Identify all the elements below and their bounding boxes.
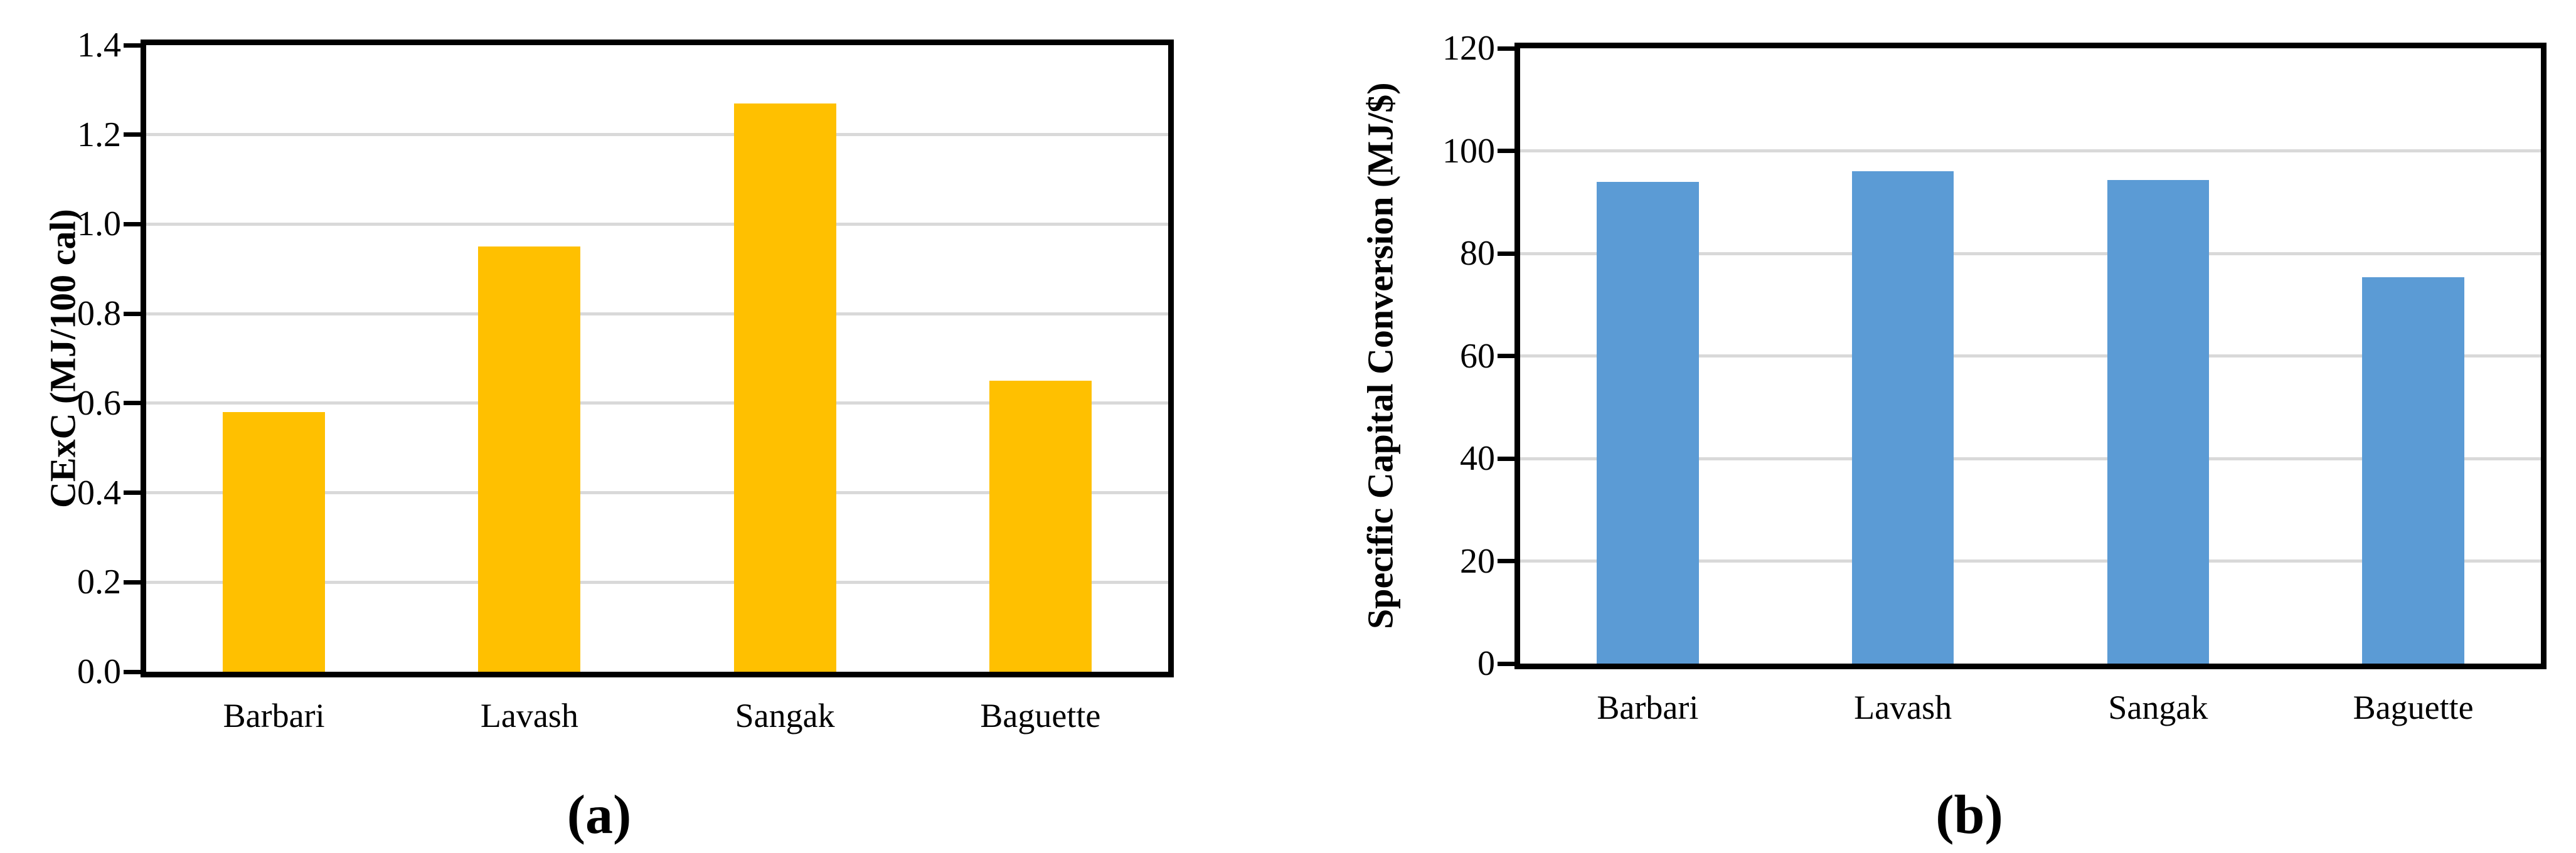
- gridline-0.8: [146, 312, 1168, 315]
- chart-a-caption: (a): [567, 785, 632, 845]
- y-tick-label-100: 100: [1442, 131, 1495, 171]
- chart-a-plot-area: 0.0 0.2 0.4 0.6 0.8 1.0 1.2 1.4 Barbari Lavash San…: [77, 26, 1174, 734]
- x-category-label-sangak: Sangak: [735, 697, 835, 734]
- y-axis-tick-1.0: [124, 221, 141, 226]
- y-axis-tick-0: [1498, 661, 1514, 666]
- gridline-0.4: [146, 491, 1168, 495]
- y-axis-tick-0.0: [124, 669, 141, 674]
- y-tick-label-0.2: 0.2: [77, 563, 121, 602]
- gridline-0.6: [146, 401, 1168, 405]
- y-axis-tick-0.8: [124, 311, 141, 316]
- y-axis-tick-0.6: [124, 401, 141, 406]
- gridline-20: [1520, 559, 2541, 563]
- y-axis-tick-20: [1498, 559, 1514, 563]
- gridline-0.2: [146, 580, 1168, 584]
- y-tick-label-0.0: 0.0: [77, 652, 121, 691]
- y-axis-tick-120: [1498, 46, 1514, 51]
- y-tick-label-0.6: 0.6: [77, 383, 121, 423]
- y-tick-label-80: 80: [1460, 234, 1495, 273]
- y-axis-tick-1.2: [124, 132, 141, 137]
- chart-b-plot-area: 0 20 40 60 80 100 120 Barbari Lavash Sangak Baguet…: [1442, 29, 2547, 726]
- gridline-1.2: [146, 133, 1168, 137]
- y-axis-tick-100: [1498, 149, 1514, 153]
- y-tick-label-120: 120: [1442, 29, 1495, 68]
- gridline-1.0: [146, 222, 1168, 226]
- gridline-60: [1520, 354, 2541, 358]
- x-category-label-lavash: Lavash: [480, 697, 578, 734]
- bar-sangak: [733, 103, 836, 672]
- gridline-40: [1520, 457, 2541, 460]
- y-axis-tick-60: [1498, 354, 1514, 358]
- y-tick-label-40: 40: [1460, 439, 1495, 478]
- y-axis-tick-1.4: [124, 43, 141, 48]
- bar-sangak: [2107, 180, 2210, 664]
- chart-a-y-axis-title: CExC (MJ/100 cal): [42, 209, 83, 508]
- bar-baguette: [989, 381, 1092, 672]
- bar-barbari: [1597, 181, 1699, 664]
- y-tick-label-0: 0: [1477, 644, 1495, 683]
- chart-b-y-axis-title: Specific Capital Conversion (MJ/$): [1360, 82, 1401, 630]
- bar-baguette: [2362, 277, 2464, 664]
- y-axis-tick-0.4: [124, 490, 141, 495]
- x-category-label-lavash: Lavash: [1854, 689, 1952, 726]
- x-category-label-baguette: Baguette: [980, 697, 1101, 734]
- y-tick-label-0.8: 0.8: [77, 294, 121, 334]
- y-tick-label-1.0: 1.0: [77, 204, 121, 244]
- y-axis-tick-40: [1498, 456, 1514, 461]
- gridline-100: [1520, 149, 2541, 152]
- x-category-label-barbari: Barbari: [1597, 689, 1699, 726]
- gridline-80: [1520, 252, 2541, 255]
- chart-a-plot-border: [141, 40, 1174, 677]
- y-axis-tick-80: [1498, 251, 1514, 256]
- chart-b-plot-border: [1514, 43, 2547, 669]
- y-tick-label-1.2: 1.2: [77, 115, 121, 154]
- y-tick-label-1.4: 1.4: [77, 26, 121, 65]
- x-category-label-sangak: Sangak: [2108, 689, 2208, 726]
- y-tick-label-20: 20: [1460, 541, 1495, 581]
- y-axis-tick-0.2: [124, 580, 141, 585]
- bar-barbari: [223, 412, 326, 672]
- x-category-label-barbari: Barbari: [223, 697, 325, 734]
- y-tick-label-60: 60: [1460, 336, 1495, 376]
- bar-lavash: [1851, 171, 1954, 664]
- bar-lavash: [478, 246, 581, 672]
- x-category-label-baguette: Baguette: [2353, 689, 2474, 726]
- y-tick-label-0.4: 0.4: [77, 473, 121, 512]
- chart-b-caption: (b): [1935, 785, 2003, 845]
